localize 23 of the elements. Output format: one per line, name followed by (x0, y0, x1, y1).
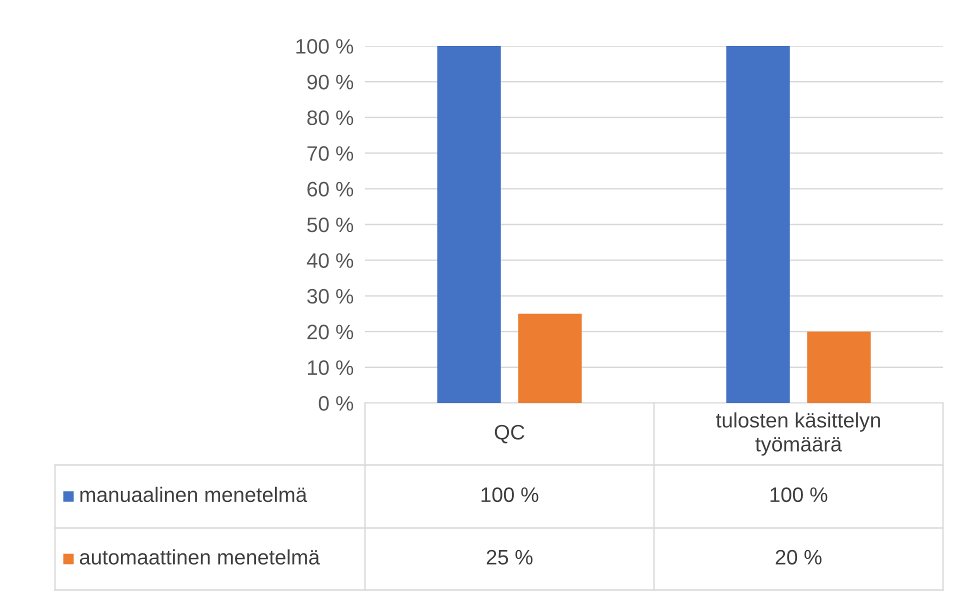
y-tick-label: 60 % (307, 182, 354, 197)
bar (807, 332, 871, 403)
bar (437, 46, 501, 403)
data-label: 100 % (482, 487, 538, 502)
x-tick-label: QC (494, 424, 524, 444)
legend-label: manuaalinen menetelmä (80, 486, 308, 502)
data-label: 25 % (486, 550, 533, 565)
y-tick-label: 20 % (307, 324, 354, 340)
y-tick-label: 80 % (307, 110, 354, 126)
bar (726, 46, 790, 403)
y-tick-label: 0 % (318, 396, 354, 411)
y-tick-label: 10 % (308, 360, 354, 376)
y-tick-label: 100 % (296, 39, 354, 54)
y-tick-label: 30 % (307, 288, 354, 304)
y-tick-label: 50 % (307, 218, 354, 232)
data-label: 100 % (770, 487, 828, 502)
y-tick-label: 40 % (306, 253, 354, 268)
x-tick-label: tulosten käsittelyn työmäärä (716, 412, 880, 456)
bar (518, 314, 582, 403)
legend-label: automaattinen menetelmä (80, 549, 320, 565)
y-tick-label: 90 % (307, 74, 354, 90)
data-label: 20 % (776, 550, 822, 565)
y-tick-label: 70 % (307, 146, 354, 161)
